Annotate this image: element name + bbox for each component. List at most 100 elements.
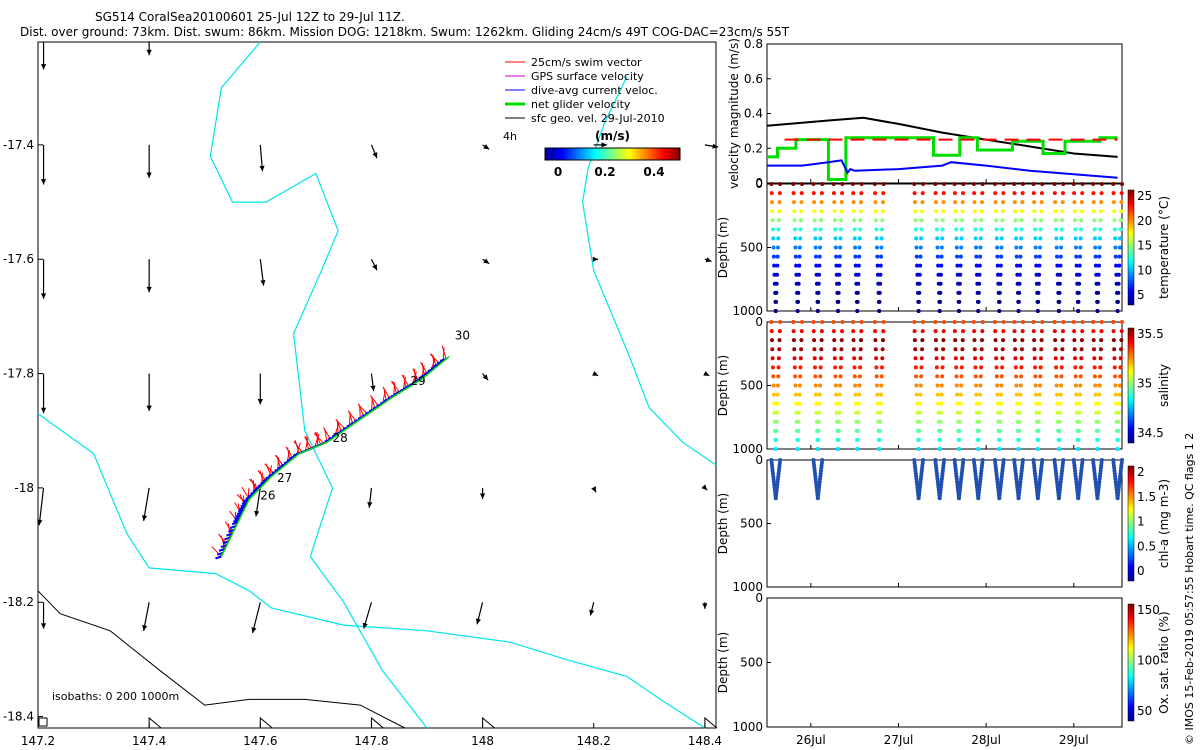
colorbar-tick-label: 5 — [1137, 288, 1145, 302]
sfc-vector-head — [40, 64, 47, 70]
profile-point — [959, 383, 964, 388]
profile-point — [840, 191, 845, 196]
profile-point — [1078, 245, 1083, 250]
day-marker: 26 — [260, 488, 275, 502]
profile-point — [859, 329, 864, 334]
profile-point — [993, 347, 998, 352]
profile-point — [832, 218, 837, 223]
profile-point — [880, 356, 885, 361]
profile-point — [1078, 392, 1083, 397]
profile-point — [832, 347, 837, 352]
profile-point — [978, 236, 983, 241]
profile-point — [791, 200, 796, 205]
profile-point — [940, 374, 945, 379]
profile-point — [833, 227, 838, 232]
profile-point — [838, 236, 843, 241]
profile-point — [1001, 338, 1006, 343]
profile-point — [817, 272, 822, 277]
profile-point — [1033, 236, 1038, 241]
profile-point — [1053, 218, 1058, 223]
profile-point — [960, 338, 965, 343]
profile-point — [792, 227, 797, 232]
profile-point — [953, 338, 958, 343]
colorbar-tick-label: 100 — [1137, 654, 1160, 668]
profile-point — [959, 227, 964, 232]
colorbar-tick-label: 150 — [1137, 603, 1160, 617]
profile-point — [952, 182, 957, 186]
profile-point — [857, 236, 862, 241]
profile-point — [935, 245, 940, 250]
profile-point — [1076, 290, 1081, 295]
colorbar-tick-label: 0 — [1137, 564, 1145, 578]
profile-point — [797, 401, 802, 406]
profile-point — [1073, 383, 1078, 388]
profile-point — [959, 245, 964, 250]
profile-point — [941, 338, 946, 343]
profile-point — [793, 236, 798, 241]
profile-point — [794, 401, 799, 406]
profile-point — [832, 200, 837, 205]
sfc-vector-head — [259, 165, 265, 172]
profile-point — [1113, 236, 1118, 241]
profile-point — [881, 191, 886, 196]
profile-point — [775, 245, 780, 250]
profile-point — [1014, 236, 1019, 241]
profile-point — [817, 401, 822, 406]
profile-point — [881, 182, 886, 186]
profile-point — [994, 236, 999, 241]
profile-point — [1037, 392, 1042, 397]
profile-point — [815, 309, 820, 313]
profile-point — [1074, 254, 1079, 259]
profile-point — [769, 182, 774, 186]
profile-point — [1117, 392, 1122, 397]
profile-point — [857, 383, 862, 388]
profile-point — [839, 338, 844, 343]
profile-point — [934, 347, 939, 352]
profile-point — [1000, 356, 1005, 361]
dac-vector — [228, 528, 235, 533]
profile-point — [935, 374, 940, 379]
profile-point — [1117, 383, 1122, 388]
profile-point — [1018, 401, 1023, 406]
profile-point — [1111, 200, 1116, 205]
profile-point — [837, 392, 842, 397]
profile-point — [1015, 401, 1020, 406]
profile-point — [1057, 281, 1062, 286]
profile-point — [993, 200, 998, 205]
profile-point — [796, 410, 801, 415]
profile-point — [771, 254, 776, 259]
profile-point — [974, 392, 979, 397]
profile-point — [773, 447, 778, 451]
profile-point — [977, 410, 982, 415]
profile-point — [812, 356, 817, 361]
profile-point — [918, 392, 923, 397]
profile-point — [937, 309, 942, 313]
profile-point — [877, 290, 882, 295]
profile-point — [1080, 329, 1085, 334]
profile-point — [955, 263, 960, 268]
profile-point — [800, 182, 805, 186]
sfc-vector-head — [479, 493, 486, 499]
profile-point — [793, 392, 798, 397]
profile-point — [1060, 209, 1065, 214]
profile-point — [791, 320, 796, 324]
profile-point — [940, 236, 945, 241]
profile-point — [1056, 496, 1061, 501]
profile-point — [858, 227, 863, 232]
profile-point — [1057, 419, 1062, 424]
colorbar-tick-label: 15 — [1137, 239, 1152, 253]
profile-point — [836, 281, 841, 286]
profile-point — [793, 374, 798, 379]
isobath-200m — [37, 413, 706, 729]
velocity-ytick-label: 0.8 — [744, 37, 763, 51]
profile-point — [1020, 320, 1025, 324]
profile-point — [1056, 447, 1061, 451]
profile-point — [972, 347, 977, 352]
colorbar-tick-label: 2 — [1137, 465, 1145, 479]
profile-point — [971, 320, 976, 324]
profile-point — [818, 374, 823, 379]
profile-point — [977, 419, 982, 424]
section-ytick-label: 0 — [755, 453, 763, 467]
profile-point — [1092, 227, 1097, 232]
profile-point — [819, 191, 824, 196]
